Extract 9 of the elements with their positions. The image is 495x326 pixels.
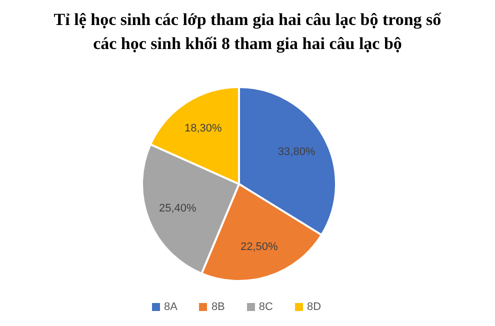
data-label: 22,50%: [240, 240, 278, 253]
legend-label: 8C: [258, 301, 273, 313]
data-label: 18,30%: [184, 122, 222, 135]
legend-label: 8A: [164, 301, 178, 313]
legend-label: 8D: [306, 301, 322, 313]
chart-title: Tỉ lệ học sinh các lớp tham gia hai câu lạc bộ trong số các học sinh khối 8 tham gia hai câu lạc bộ: [52, 9, 442, 55]
data-label: 33,80%: [278, 146, 316, 158]
data-label: 25,40%: [159, 202, 197, 214]
legend-label: 8B: [211, 301, 225, 313]
